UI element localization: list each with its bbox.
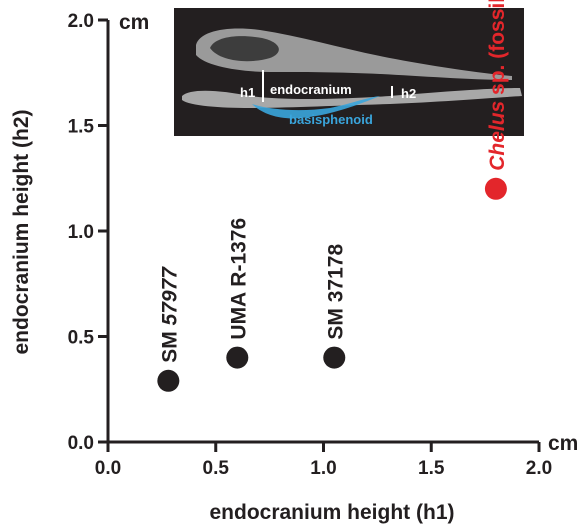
y-axis-ticks: 0.0 0.5 1.0 1.5 2.0 <box>68 11 108 454</box>
inset-label-basisphenoid: basisphenoid <box>289 112 373 127</box>
data-point-label: SM 57977 <box>158 266 181 363</box>
data-point-label: Chelus sp. (fossil) <box>486 0 509 171</box>
data-point-label-part: SM <box>158 325 181 362</box>
data-point-label-part: SM 37178 <box>324 244 347 340</box>
x-tick-label: 2.0 <box>526 458 552 479</box>
inset-label-endocranium: endocranium <box>270 82 352 97</box>
skull-dorsal-cavity <box>210 36 279 62</box>
data-points: SM 57977 UMA R-1376 SM 37178 Chelus sp. (fo… <box>157 0 509 392</box>
y-tick-label: 0.0 <box>68 433 94 454</box>
y-unit-label: cm <box>119 11 149 34</box>
y-tick-label: 0.5 <box>68 328 95 349</box>
y-tick-label: 1.0 <box>68 222 94 243</box>
x-axis-title: endocranium height (h1) <box>209 501 454 524</box>
x-tick-label: 1.0 <box>310 458 336 479</box>
x-tick-label: 0.0 <box>95 458 121 479</box>
data-point-label-part: sp. (fossil) <box>486 0 509 101</box>
skull-ventral-shape <box>182 88 522 108</box>
data-point <box>323 346 346 369</box>
data-point <box>484 177 507 200</box>
skull-dorsal-shape <box>196 28 512 80</box>
x-axis-ticks: 0.0 0.5 1.0 1.5 2.0 <box>95 442 552 479</box>
data-point-label-part: 57977 <box>158 266 181 326</box>
y-tick-label: 2.0 <box>68 11 94 32</box>
y-axis-title: endocranium height (h2) <box>10 109 33 354</box>
x-unit-label: cm <box>548 432 578 455</box>
data-point-label-part: Chelus <box>486 101 509 171</box>
y-tick-label: 1.5 <box>68 117 95 138</box>
x-tick-label: 1.5 <box>418 458 445 479</box>
data-point-label: SM 37178 <box>324 244 347 340</box>
inset-panel: h1 endocranium h2 basisphenoid <box>174 8 524 136</box>
inset-label-h2: h2 <box>401 86 416 101</box>
inset-label-h1: h1 <box>240 85 255 100</box>
data-point-label-part: UMA R-1376 <box>227 218 250 340</box>
data-point <box>226 346 249 369</box>
data-point <box>157 369 180 392</box>
x-tick-label: 0.5 <box>203 458 230 479</box>
basisphenoid-highlight <box>252 96 380 119</box>
data-point-label: UMA R-1376 <box>227 218 250 340</box>
